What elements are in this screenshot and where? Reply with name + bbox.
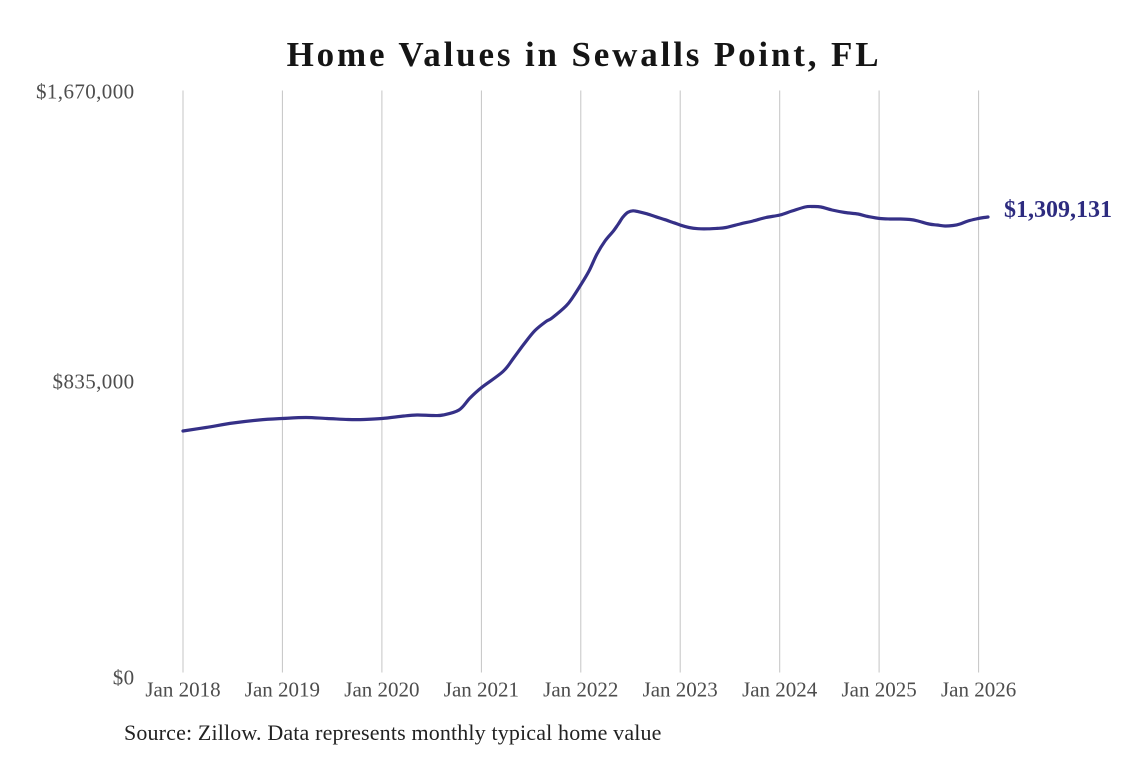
svg-text:Jan 2020: Jan 2020 bbox=[344, 678, 419, 702]
svg-text:$1,670,000: $1,670,000 bbox=[36, 80, 135, 104]
svg-text:$0: $0 bbox=[113, 666, 135, 690]
svg-text:Home Values in Sewalls Point,: Home Values in Sewalls Point, FL bbox=[287, 35, 882, 74]
svg-text:Jan 2023: Jan 2023 bbox=[643, 678, 718, 702]
svg-text:Jan 2022: Jan 2022 bbox=[543, 678, 618, 702]
svg-text:Source: Zillow. Data represent: Source: Zillow. Data represents monthly … bbox=[124, 720, 662, 745]
svg-text:Jan 2026: Jan 2026 bbox=[941, 678, 1016, 702]
svg-text:Jan 2025: Jan 2025 bbox=[841, 678, 916, 702]
svg-text:$835,000: $835,000 bbox=[53, 370, 135, 394]
svg-text:Jan 2019: Jan 2019 bbox=[245, 678, 320, 702]
svg-text:Jan 2018: Jan 2018 bbox=[145, 678, 220, 702]
svg-text:$1,309,131: $1,309,131 bbox=[1004, 197, 1112, 223]
svg-text:Jan 2024: Jan 2024 bbox=[742, 678, 818, 702]
svg-text:Jan 2021: Jan 2021 bbox=[444, 678, 519, 702]
